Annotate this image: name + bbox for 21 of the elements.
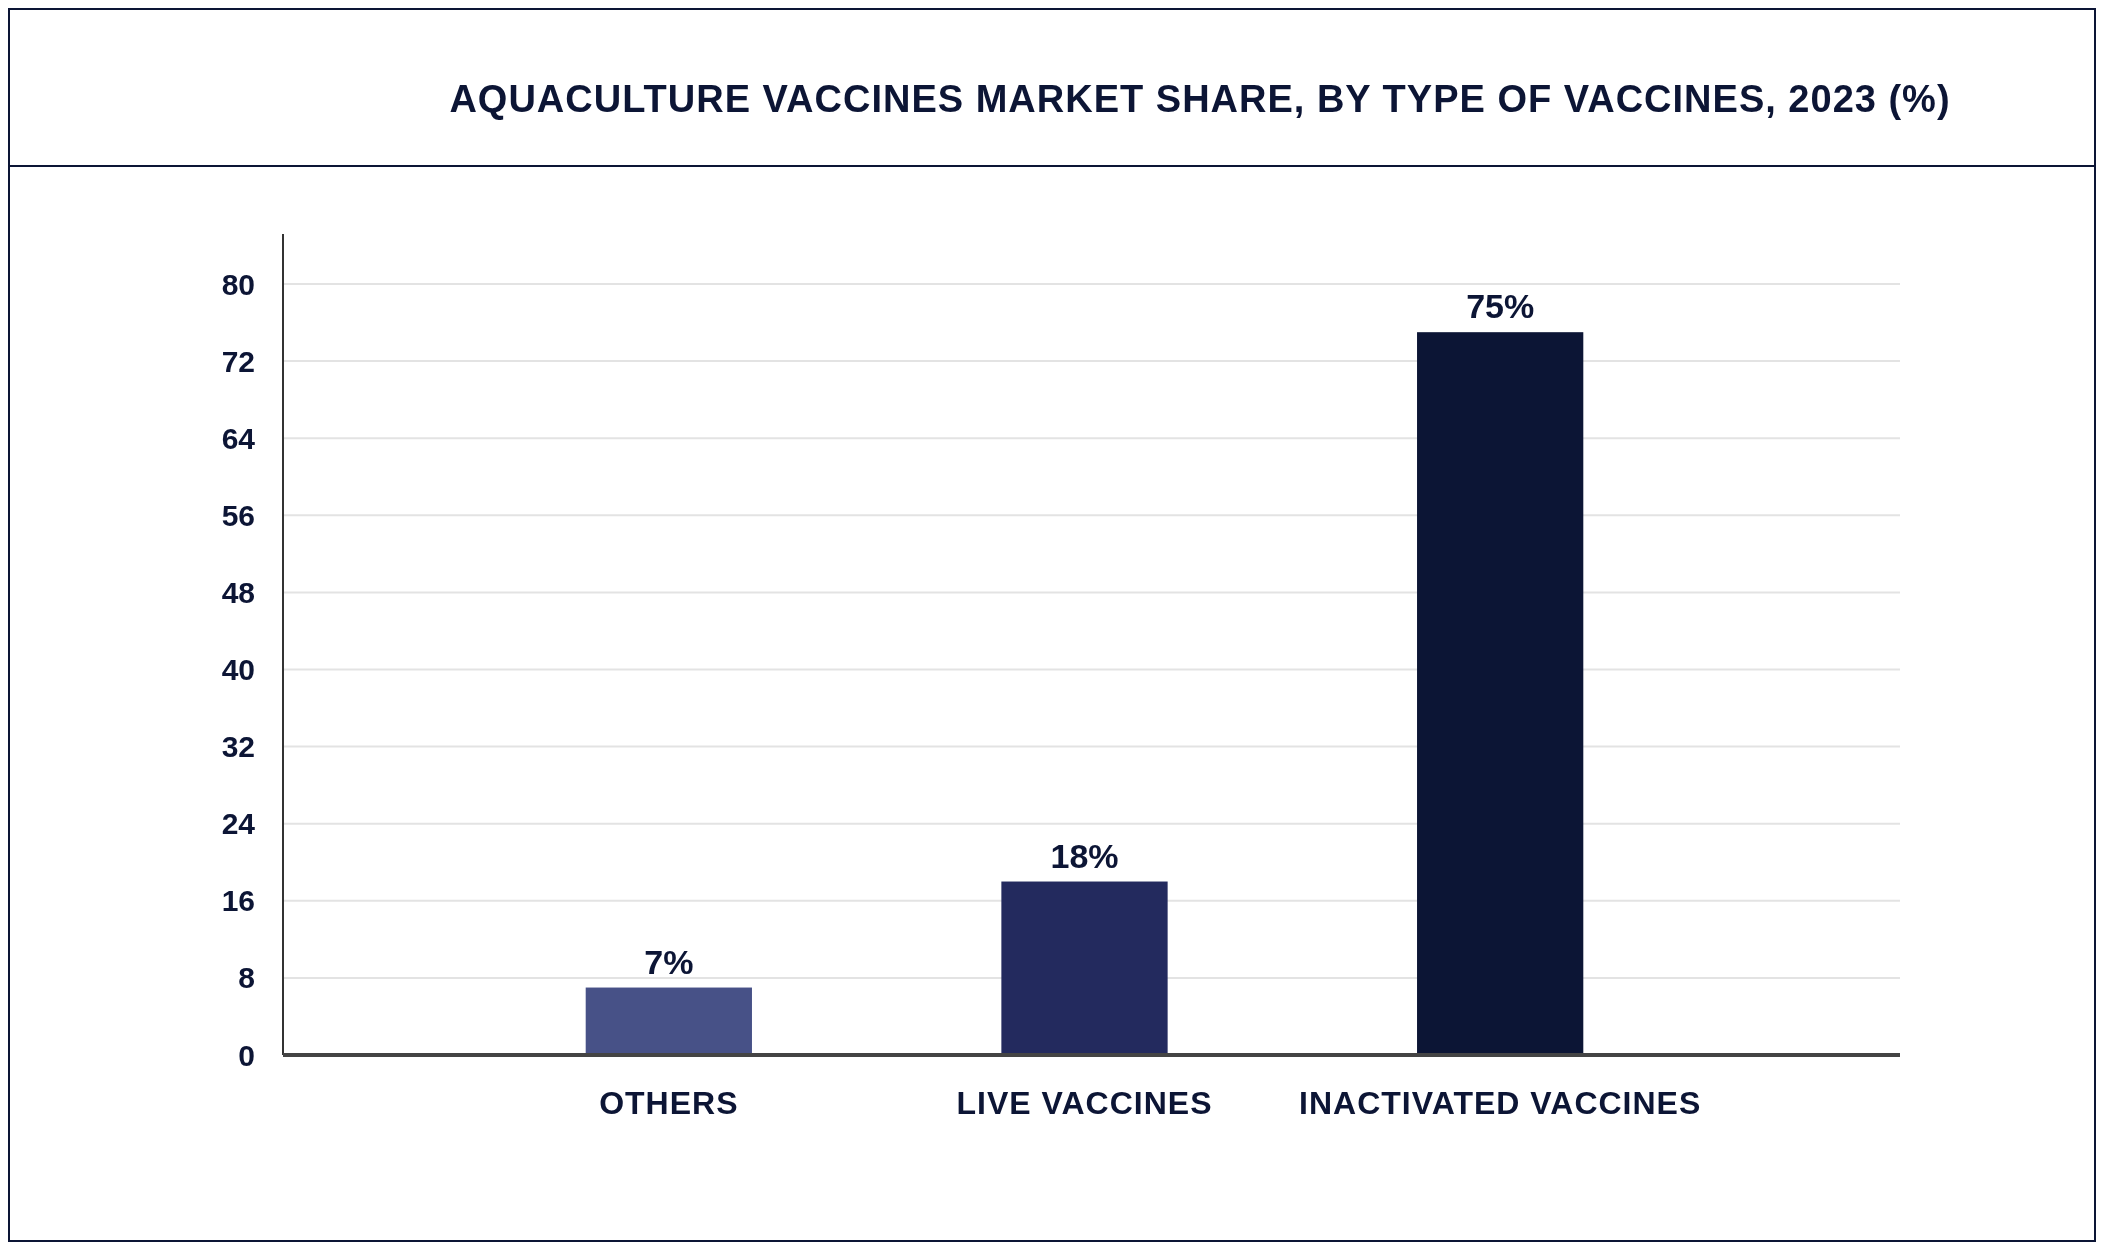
data-label: 7% [644,942,694,981]
y-tick-label: 56 [221,498,255,532]
bar [1001,881,1168,1055]
y-tick-label: 80 [221,267,255,301]
bar [1417,332,1584,1055]
y-tick-label: 8 [238,961,255,995]
y-tick-label: 24 [221,807,256,841]
bar [585,987,752,1055]
x-tick-label: LIVE VACCINES [956,1085,1213,1121]
y-tick-label: 72 [221,344,255,378]
x-tick-label: INACTIVATED VACCINES [1299,1085,1702,1121]
y-tick-label: 16 [221,884,255,918]
data-label: 75% [1466,287,1535,326]
data-label: 18% [1050,836,1119,875]
x-tick-label: OTHERS [599,1085,739,1121]
y-tick-label: 64 [221,421,256,455]
y-tick-label: 0 [238,1038,255,1072]
y-tick-label: 48 [221,575,255,609]
y-tick-label: 32 [221,730,255,764]
chart-title: AQUACULTURE VACCINES MARKET SHARE, BY TYPE OF VACCINES, 2023 (%) [449,78,1951,120]
y-tick-label: 40 [221,653,255,686]
